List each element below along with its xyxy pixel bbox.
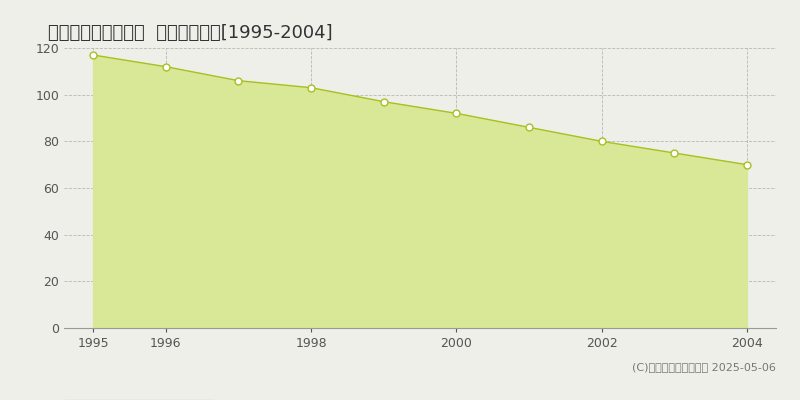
Text: 大阪市大正区小林東  公示地価推移[1995-2004]: 大阪市大正区小林東 公示地価推移[1995-2004] xyxy=(48,24,333,42)
Text: (C)土地価格ドットコム 2025-05-06: (C)土地価格ドットコム 2025-05-06 xyxy=(632,362,776,372)
